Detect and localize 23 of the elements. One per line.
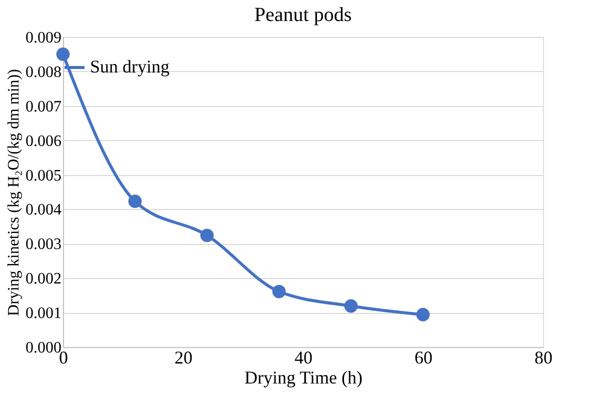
y-tick-label: 0.006 bbox=[26, 132, 62, 150]
y-tick-label: 0.008 bbox=[26, 64, 62, 81]
x-tick-label: 20 bbox=[174, 348, 192, 368]
point bbox=[344, 299, 358, 313]
x-tick-label: 80 bbox=[534, 348, 552, 368]
y-tick-label: 0.001 bbox=[26, 305, 62, 322]
point bbox=[200, 228, 214, 242]
y-tick-label: 0.004 bbox=[26, 202, 62, 219]
y-tick-label: 0.002 bbox=[26, 270, 62, 288]
point bbox=[56, 48, 70, 61]
point bbox=[128, 194, 142, 208]
x-tick-label: 40 bbox=[294, 348, 312, 368]
x-tick-label: 60 bbox=[414, 348, 432, 368]
chart-title: Peanut pods bbox=[254, 4, 352, 26]
y-tick-label: 0.009 bbox=[26, 30, 62, 46]
y-tick-label: 0.005 bbox=[26, 167, 62, 184]
y-axis-title: Drying kinetics (kg H₂O/(kg dm min)) bbox=[6, 69, 22, 316]
y-tick-label: 0.003 bbox=[26, 236, 62, 254]
point bbox=[272, 284, 286, 298]
legend-label: Sun drying bbox=[90, 56, 170, 76]
x-axis-title: Drying Time (h) bbox=[244, 368, 363, 388]
y-tick-label: 0.007 bbox=[26, 98, 62, 116]
point bbox=[416, 308, 430, 322]
